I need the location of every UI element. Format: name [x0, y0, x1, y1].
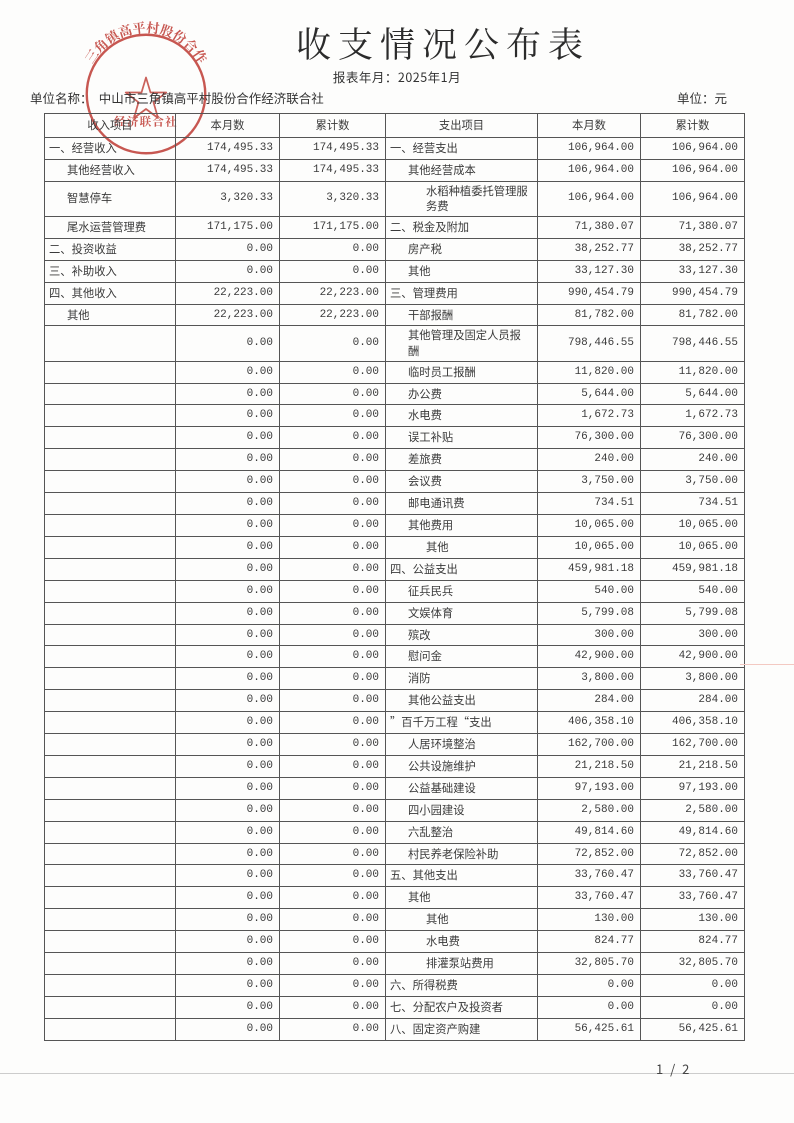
svg-text:三角镇高平村股份合作: 三角镇高平村股份合作 — [80, 19, 213, 67]
